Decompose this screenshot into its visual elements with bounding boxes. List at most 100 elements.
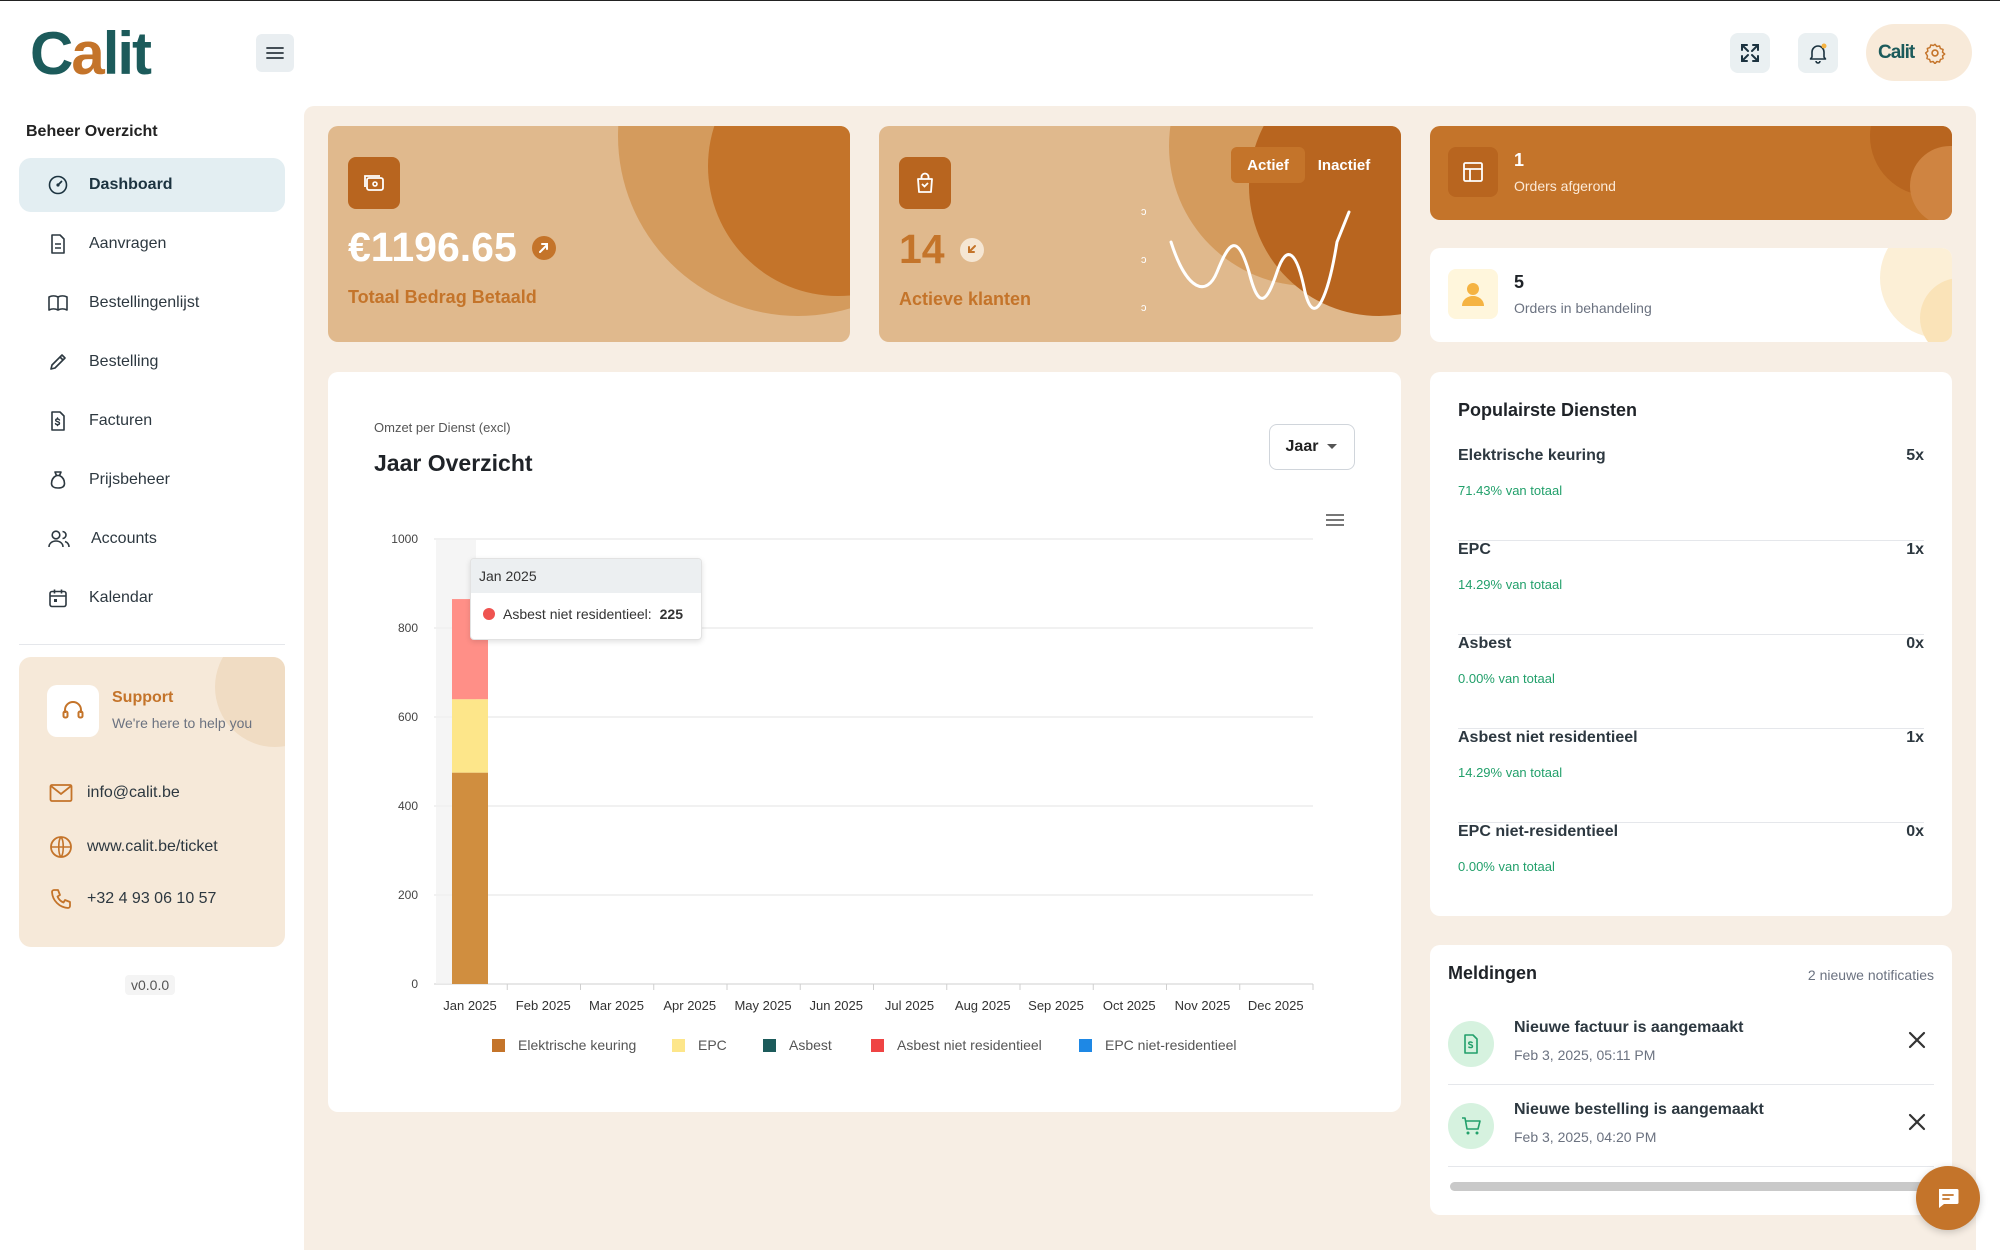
card-icon-box [348, 157, 400, 209]
tooltip-marker [483, 608, 495, 620]
sidebar-item-accounts[interactable]: Accounts [19, 512, 285, 566]
popular-item-count: 1x [1906, 541, 1924, 558]
period-select[interactable]: Jaar [1269, 424, 1355, 470]
notification-item[interactable]: Nieuwe bestelling is aangemaakt Feb 3, 2… [1448, 1085, 1934, 1167]
x-tick-label: Oct 2025 [1103, 998, 1156, 1013]
chart-subtitle: Omzet per Dienst (excl) [374, 420, 511, 435]
notifications-button[interactable] [1798, 33, 1838, 73]
sidebar-item-label: Bestelling [89, 353, 159, 370]
popular-title: Populairste Diensten [1458, 400, 1638, 420]
support-title: Support [112, 689, 174, 706]
orders-done-card: 1 Orders afgerond [1430, 126, 1952, 220]
support-phone-link[interactable]: +32 4 93 06 10 57 [49, 887, 216, 911]
hamburger-icon [266, 47, 284, 59]
legend-label: Asbest [789, 1037, 832, 1053]
active-clients-label: Actieve klanten [899, 289, 1032, 309]
notifications-count: 2 nieuwe notificaties [1807, 967, 1934, 983]
toggle-actief[interactable]: Actief [1231, 147, 1305, 183]
toggle-inactief[interactable]: Inactief [1317, 156, 1371, 174]
support-card: Support We're here to help you info@cali… [19, 657, 285, 947]
tooltip-value: 225 [659, 606, 683, 622]
legend-item[interactable]: EPC niet-residentieel [1079, 1037, 1237, 1053]
fullscreen-button[interactable] [1730, 33, 1770, 73]
bell-icon [1809, 43, 1827, 64]
card-icon-box [899, 157, 951, 209]
user-avatar: Calit [1878, 41, 1915, 63]
bar-segment[interactable] [452, 699, 488, 773]
fullscreen-icon [1741, 44, 1759, 62]
popular-services-card: Populairste Diensten Elektrische keuring… [1430, 372, 1952, 916]
legend-label: Elektrische keuring [518, 1037, 636, 1053]
notifications-scrollbar[interactable] [1450, 1182, 1940, 1191]
version-badge: v0.0.0 [125, 975, 176, 995]
x-tick-label: May 2025 [734, 998, 791, 1013]
sidebar-item-bestellingenlijst[interactable]: Bestellingenlijst [19, 276, 285, 330]
gear-icon[interactable] [1924, 42, 1946, 64]
caret-down-icon [1327, 444, 1338, 449]
logo-letter-a: a [71, 19, 104, 87]
sidebar-item-label: Prijsbeheer [89, 471, 170, 488]
total-paid-label: Totaal Bedrag Betaald [348, 287, 537, 307]
legend-swatch [672, 1039, 685, 1052]
popular-item: EPC niet-residentieel 0x 0.00% van totaa… [1458, 823, 1924, 917]
menu-toggle-button[interactable] [256, 34, 294, 72]
legend-label: Asbest niet residentieel [897, 1037, 1042, 1053]
payment-icon [364, 175, 384, 191]
notification-time: Feb 3, 2025, 05:11 PM [1514, 1047, 1656, 1063]
y-tick-label: 800 [398, 621, 418, 635]
calendar-icon [49, 589, 67, 608]
sidebar-item-label: Bestellingenlijst [89, 294, 200, 311]
sidebar-item-aanvragen[interactable]: Aanvragen [19, 217, 285, 271]
sparkline-label: ↄ [1141, 254, 1147, 266]
invoice-icon [51, 411, 65, 431]
card-icon-box [1448, 269, 1498, 319]
globe-icon [50, 836, 72, 858]
notification-item[interactable]: Nieuwe factuur is aangemaakt Feb 3, 2025… [1448, 1003, 1934, 1085]
x-tick-label: Feb 2025 [516, 998, 571, 1013]
trend-down-icon [959, 237, 984, 262]
bar-segment[interactable] [452, 772, 488, 984]
notification-message: Nieuwe factuur is aangemaakt [1514, 1019, 1744, 1036]
sidebar-item-dashboard[interactable]: Dashboard [19, 158, 285, 212]
popular-item-name: Asbest [1458, 635, 1512, 652]
total-paid-value: €1196.65 [348, 224, 517, 270]
notifications-title: Meldingen [1448, 963, 1537, 983]
card-decoration [1880, 248, 1952, 342]
gauge-icon [48, 175, 68, 195]
user-menu[interactable]: Calit [1866, 24, 1972, 81]
y-tick-label: 600 [398, 710, 418, 724]
sidebar-item-prijsbeheer[interactable]: Prijsbeheer [19, 453, 285, 507]
legend-item[interactable]: Asbest niet residentieel [871, 1037, 1042, 1053]
support-website: www.calit.be/ticket [87, 838, 218, 855]
x-tick-label: Mar 2025 [589, 998, 644, 1013]
popular-item-pct: 71.43% van totaal [1458, 483, 1563, 498]
sidebar-item-label: Dashboard [89, 176, 173, 193]
y-tick-label: 1000 [391, 532, 418, 546]
notification-icon-box [1448, 1021, 1494, 1067]
card-decoration [1169, 126, 1401, 316]
mail-icon [49, 784, 73, 802]
support-email: info@calit.be [87, 784, 180, 801]
legend-item[interactable]: EPC [672, 1037, 727, 1053]
client-status-toggle: Actief Inactief [1231, 147, 1379, 183]
chart-menu-icon[interactable] [1325, 512, 1345, 528]
legend-item[interactable]: Elektrische keuring [492, 1037, 636, 1053]
chat-icon [1939, 1189, 1959, 1208]
cart-icon [1462, 1117, 1481, 1135]
sidebar-item-kalendar[interactable]: Kalendar [19, 571, 285, 625]
user-icon [1462, 283, 1484, 306]
sidebar-item-bestelling[interactable]: Bestelling [19, 335, 285, 389]
close-icon[interactable] [1908, 1113, 1926, 1131]
legend-item[interactable]: Asbest [763, 1037, 832, 1053]
card-decoration [1870, 126, 1952, 220]
support-website-link[interactable]: www.calit.be/ticket [49, 835, 218, 859]
popular-item-name: EPC [1458, 541, 1491, 558]
popular-item-pct: 14.29% van totaal [1458, 765, 1563, 780]
chat-button[interactable] [1916, 1166, 1980, 1230]
support-email-link[interactable]: info@calit.be [49, 783, 180, 803]
total-paid-value-row: €1196.65 [348, 224, 557, 271]
close-icon[interactable] [1908, 1031, 1926, 1049]
sidebar-item-facturen[interactable]: Facturen [19, 394, 285, 448]
shopping-bag-icon [917, 172, 933, 193]
